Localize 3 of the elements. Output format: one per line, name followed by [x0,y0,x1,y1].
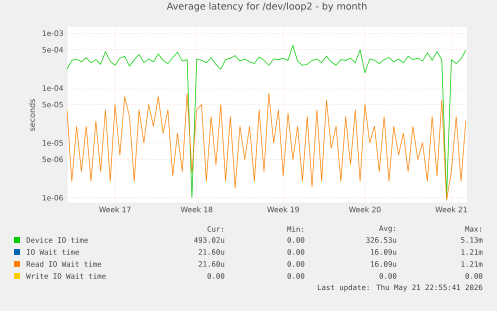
line-series [67,45,466,198]
line-series [67,93,466,201]
chart-title: Average latency for /dev/loop2 - by month [166,2,366,12]
